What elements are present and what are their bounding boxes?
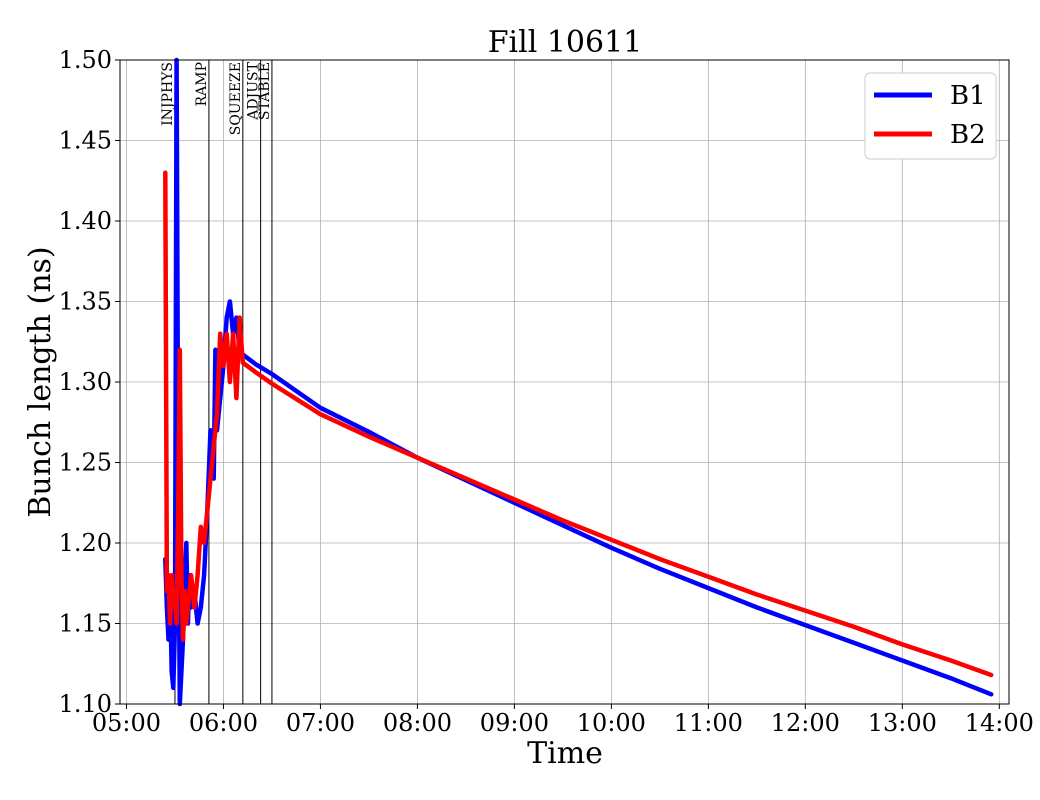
x-tick-label: 11:00 (674, 709, 743, 737)
y-tick-label: 1.45 (59, 127, 112, 155)
y-tick-label: 1.30 (59, 368, 112, 396)
x-tick-label: 14:00 (965, 709, 1034, 737)
y-axis-ticks: 1.10 1.15 1.20 1.25 1.30 1.35 1.40 1.45 1.50 (59, 46, 120, 718)
y-tick-label: 1.20 (59, 529, 112, 557)
x-tick-label: 12:00 (771, 709, 840, 737)
x-axis-ticks: 05:00 06:00 07:00 08:00 09:00 10:00 11:00 12:00… (92, 704, 1034, 737)
legend-label-b1: B1 (950, 81, 986, 111)
phase-label-adjust: ADJUST (246, 61, 262, 120)
y-tick-label: 1.25 (59, 449, 112, 477)
phase-label-stable: STABLE (257, 62, 273, 120)
x-tick-label: 08:00 (383, 709, 452, 737)
series-line-b2 (163, 170, 994, 678)
x-tick-label: 07:00 (286, 709, 355, 737)
y-tick-label: 1.50 (59, 46, 112, 74)
y-tick-label: 1.35 (59, 288, 112, 316)
y-axis-title: Bunch length (ns) (23, 246, 58, 517)
x-tick-label: 13:00 (868, 709, 937, 737)
phase-label-squeeze: SQUEEZE (228, 62, 244, 135)
legend-label-b2: B2 (950, 120, 986, 150)
y-tick-label: 1.40 (59, 207, 112, 235)
series-group (163, 57, 994, 707)
phase-label-injphys: INJPHYS (160, 62, 176, 126)
x-tick-label: 09:00 (480, 709, 549, 737)
x-axis-title: Time (527, 736, 603, 771)
phase-label-ramp: RAMP (194, 62, 210, 106)
chart-title: Fill 10611 (488, 25, 643, 60)
legend: B1 B2 (864, 72, 997, 160)
y-tick-label: 1.10 (59, 690, 112, 718)
x-tick-label: 10:00 (577, 709, 646, 737)
x-tick-label: 06:00 (189, 709, 258, 737)
x-tick-label: 05:00 (92, 709, 161, 737)
y-tick-label: 1.15 (59, 610, 112, 638)
